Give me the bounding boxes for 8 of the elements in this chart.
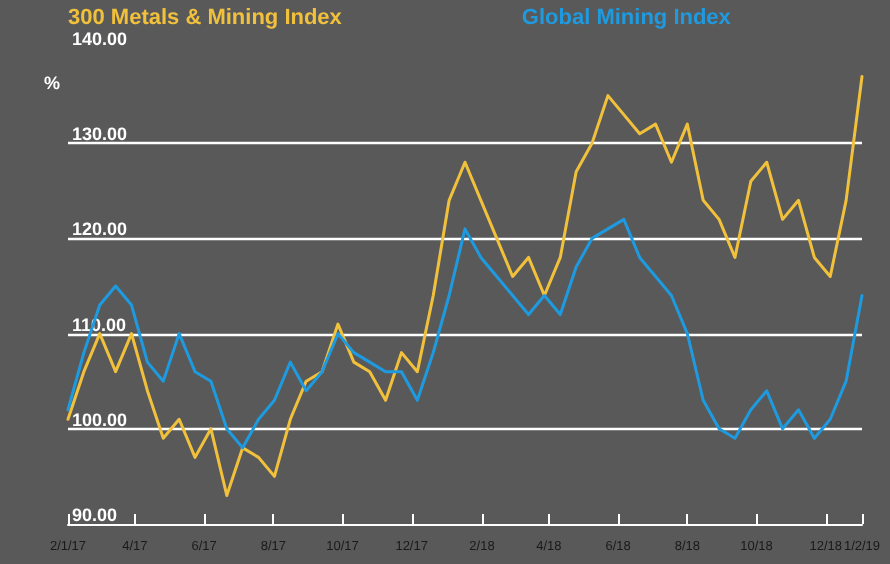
y-tick-label: 120.00 — [72, 219, 128, 240]
y-tick-label: 100.00 — [72, 409, 128, 430]
y-axis-title: % — [43, 73, 60, 93]
y-tick-label: 130.00 — [72, 124, 128, 145]
text: Global Mining Index — [521, 6, 733, 30]
y-tick-label: 90.00 — [72, 505, 118, 525]
y-tick-label: 140.00 — [72, 29, 128, 49]
text: 300 Metals & Mining Index — [68, 6, 344, 30]
